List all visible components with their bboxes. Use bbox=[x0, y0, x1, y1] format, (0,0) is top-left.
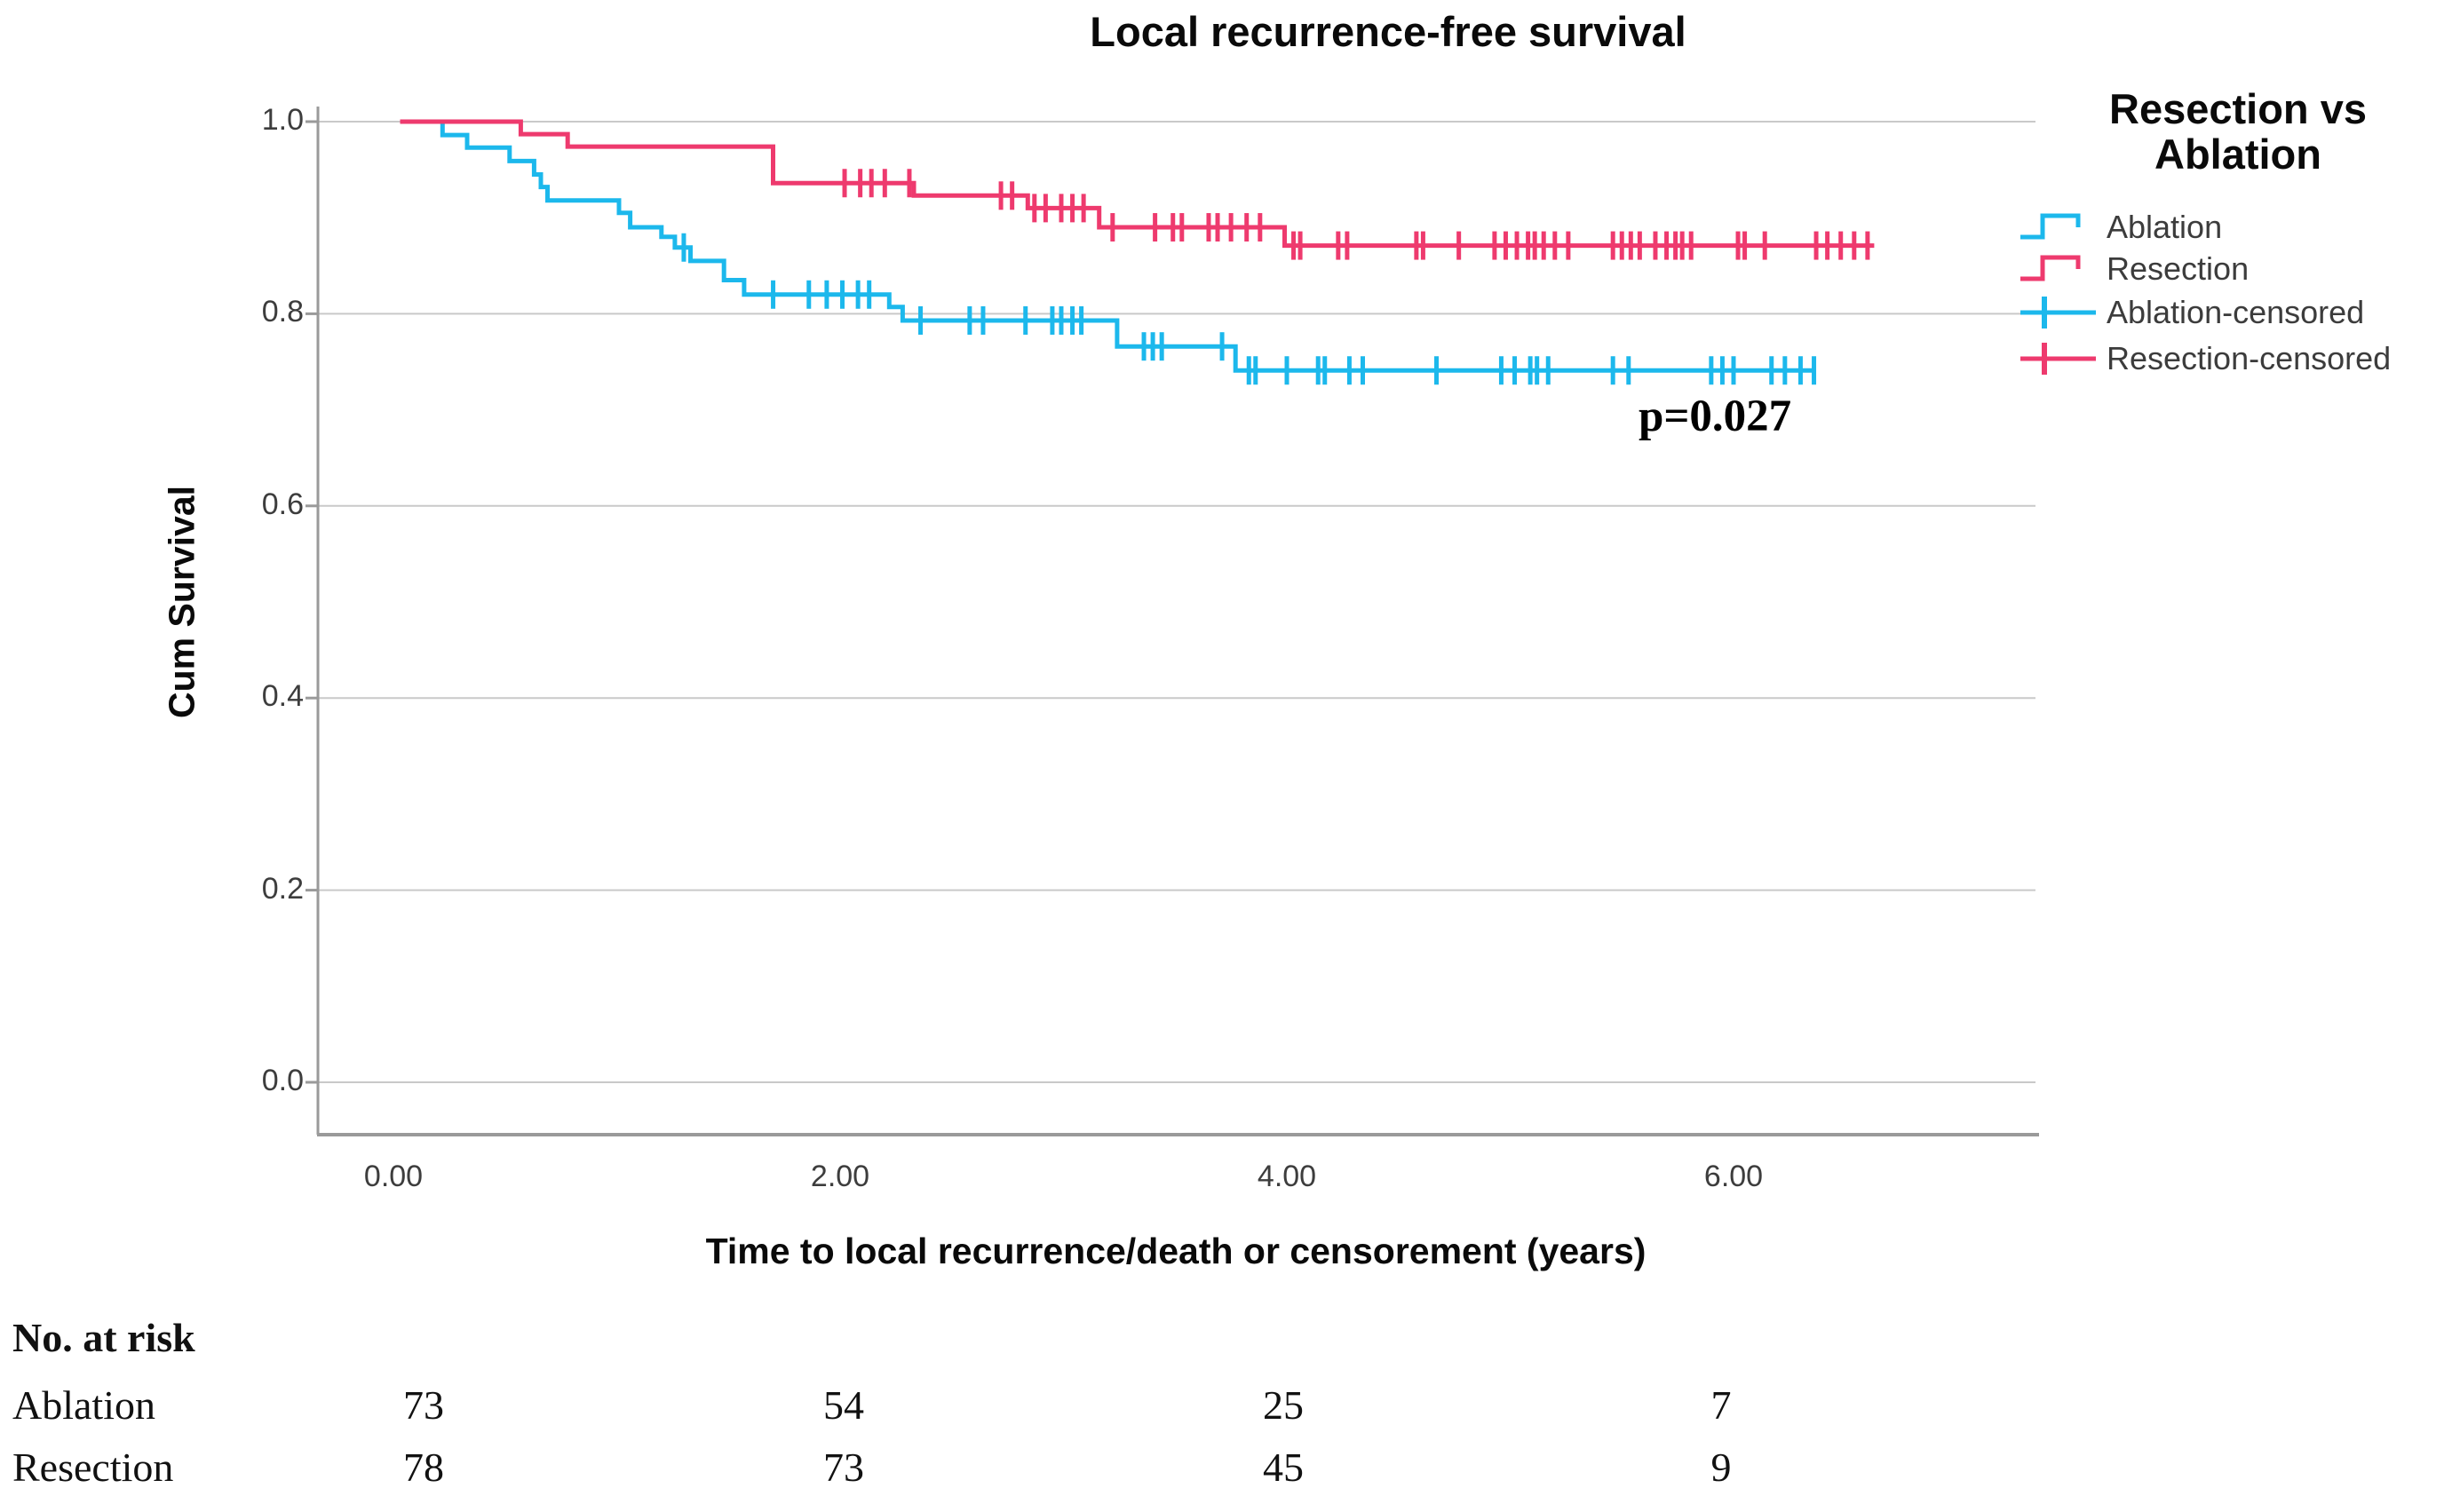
ablation-censor-plus-icon bbox=[2020, 297, 2096, 329]
y-tick-label: 0.0 bbox=[261, 1064, 304, 1097]
legend-label-ablation-censored: Ablation-censored bbox=[2107, 294, 2365, 330]
y-tick-label: 0.4 bbox=[261, 679, 304, 714]
legend-entry-resection-censored: Resection-censored bbox=[2018, 339, 2391, 378]
risk-row-label-ablation: Ablation bbox=[12, 1382, 155, 1428]
risk-value: 73 bbox=[403, 1382, 444, 1428]
legend-title-line1: Resection vs bbox=[2109, 85, 2367, 132]
risk-value: 25 bbox=[1263, 1382, 1304, 1428]
x-tick-label: 2.00 bbox=[810, 1160, 870, 1193]
y-tick-label: 1.0 bbox=[261, 103, 304, 137]
x-tick-label: 0.00 bbox=[363, 1160, 424, 1193]
legend-label-resection: Resection bbox=[2107, 250, 2250, 287]
y-tick-label: 0.2 bbox=[261, 871, 304, 906]
resection-censor-plus-icon bbox=[2020, 343, 2096, 375]
chart-title: Local recurrence-free survival bbox=[1090, 8, 1686, 55]
x-tick-label: 4.00 bbox=[1257, 1160, 1317, 1193]
x-axis-title: Time to local recurrence/death or censor… bbox=[705, 1231, 1647, 1271]
risk-value: 54 bbox=[823, 1382, 864, 1428]
survival-curve-ablation bbox=[400, 119, 1814, 373]
legend-entry-resection: Resection bbox=[2018, 249, 2249, 289]
legend-entry-ablation-censored: Ablation-censored bbox=[2018, 293, 2364, 332]
survival-curve-resection bbox=[400, 119, 1875, 249]
risk-value: 73 bbox=[823, 1445, 864, 1490]
risk-row-label-resection: Resection bbox=[12, 1445, 174, 1490]
y-tick-label: 0.6 bbox=[261, 487, 304, 521]
risk-value: 78 bbox=[403, 1445, 444, 1490]
risk-value: 7 bbox=[1710, 1382, 1732, 1428]
risk-value: 9 bbox=[1710, 1445, 1732, 1490]
risk-table-header: No. at risk bbox=[12, 1315, 195, 1360]
legend-title: Resection vs Ablation bbox=[2016, 85, 2452, 178]
legend-entry-ablation: Ablation bbox=[2018, 208, 2222, 247]
resection-step-line-icon bbox=[2020, 255, 2081, 281]
legend-title-line2: Ablation bbox=[2154, 130, 2321, 178]
x-tick-label: 6.00 bbox=[1703, 1160, 1764, 1193]
risk-value: 45 bbox=[1263, 1445, 1304, 1490]
legend-label-ablation: Ablation bbox=[2107, 209, 2223, 245]
legend-label-resection-censored: Resection-censored bbox=[2107, 340, 2392, 376]
p-value-annotation: p=0.027 bbox=[1639, 392, 1792, 441]
y-axis-title: Cum Survival bbox=[161, 485, 202, 719]
y-tick-label: 0.8 bbox=[261, 295, 304, 329]
ablation-step-line-icon bbox=[2020, 213, 2081, 240]
